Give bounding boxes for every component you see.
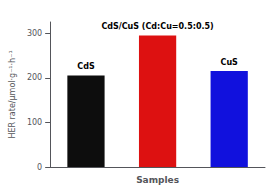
svg-text:Samples: Samples xyxy=(136,175,179,185)
svg-text:100: 100 xyxy=(27,118,42,127)
svg-text:CuS: CuS xyxy=(221,58,239,67)
svg-text:300: 300 xyxy=(27,29,42,38)
svg-text:CdS/CuS (Cd:Cu=0.5:0.5): CdS/CuS (Cd:Cu=0.5:0.5) xyxy=(101,22,213,31)
svg-text:200: 200 xyxy=(27,73,42,82)
svg-text:0: 0 xyxy=(37,163,42,172)
svg-text:CdS: CdS xyxy=(77,62,95,71)
svg-text:HER rate/μmol·g⁻¹·h⁻¹: HER rate/μmol·g⁻¹·h⁻¹ xyxy=(8,50,17,138)
